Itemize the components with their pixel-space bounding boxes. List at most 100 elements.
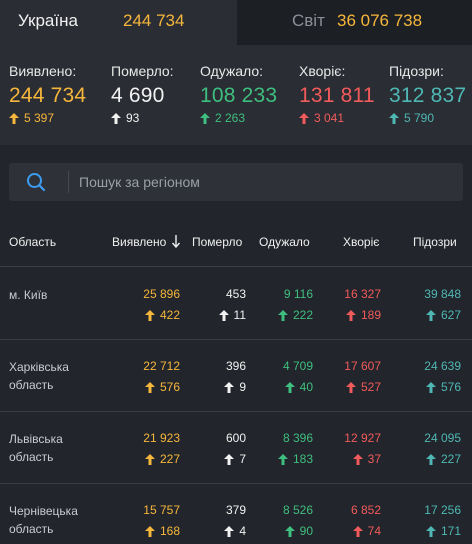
cell-detected-delta-value: 227 xyxy=(159,452,180,466)
arrow-up-icon xyxy=(299,112,309,124)
cell-recovered: 8 396 183 xyxy=(277,430,313,466)
summary-sick-value: 131 811 xyxy=(299,84,375,107)
cell-sick-delta-value: 527 xyxy=(360,380,381,394)
cell-detected-value: 21 923 xyxy=(143,431,180,445)
cell-died-delta: 9 xyxy=(224,380,246,394)
table-row[interactable]: Львівська область 21 923 227 600 7 8 396 183 12… xyxy=(0,412,472,484)
header-detected[interactable]: Виявлено xyxy=(112,235,180,251)
cell-detected-delta: 227 xyxy=(143,452,180,466)
search-icon[interactable] xyxy=(26,172,46,192)
arrow-up-icon xyxy=(224,525,235,537)
cell-died-delta-value: 9 xyxy=(239,380,246,394)
summary-detected-label: Виявлено: xyxy=(9,63,77,79)
cell-suspected-value: 24 095 xyxy=(424,431,461,445)
cell-sick-value: 12 927 xyxy=(344,431,381,445)
arrow-up-icon xyxy=(352,453,363,465)
header-died[interactable]: Померло xyxy=(192,235,243,249)
sort-down-arrow-icon xyxy=(171,235,180,251)
cell-died-value: 396 xyxy=(225,359,246,373)
cell-recovered: 9 116 222 xyxy=(277,286,313,322)
cell-detected-delta-value: 576 xyxy=(159,380,180,394)
region-name: Чернівецька область xyxy=(9,504,78,536)
cell-sick-delta-value: 189 xyxy=(360,308,381,322)
cell-detected-delta-value: 422 xyxy=(159,308,180,322)
cell-detected: 25 896 422 xyxy=(143,286,180,322)
cell-sick-delta: 74 xyxy=(351,524,381,538)
tab-ukraine[interactable]: Україна 244 734 xyxy=(0,0,237,45)
header-recovered[interactable]: Одужало xyxy=(259,235,310,249)
arrow-up-icon xyxy=(224,381,235,393)
summary-suspected-delta-value: 5 790 xyxy=(404,111,435,125)
summary-sick: Хворіє: 131 811 3 041 xyxy=(299,63,375,125)
cell-died: 600 7 xyxy=(224,430,246,466)
tab-world-label: Світ xyxy=(292,11,325,30)
arrow-up-icon xyxy=(345,309,356,321)
cell-detected: 22 712 576 xyxy=(143,358,180,394)
cell-recovered-value: 8 526 xyxy=(282,503,313,517)
arrow-up-icon xyxy=(144,381,155,393)
cell-sick-delta-value: 74 xyxy=(367,524,381,538)
cell-suspected-delta: 627 xyxy=(424,308,461,322)
cell-died-value: 600 xyxy=(225,431,246,445)
summary-recovered-value: 108 233 xyxy=(200,84,278,107)
cell-sick: 16 327 189 xyxy=(344,286,381,322)
summary-recovered-delta: 2 263 xyxy=(200,111,277,125)
summary-recovered-delta-value: 2 263 xyxy=(215,111,246,125)
cell-died-delta-value: 11 xyxy=(233,308,246,322)
arrow-up-icon xyxy=(218,309,229,321)
summary-died-delta: 93 xyxy=(111,111,174,125)
summary-recovered-label: Одужало: xyxy=(200,63,264,79)
table-row[interactable]: Чернівецька область 15 757 168 379 4 8 526 90 6… xyxy=(0,484,472,544)
tab-world[interactable]: Світ 36 076 738 xyxy=(237,0,472,45)
header-divider xyxy=(0,266,472,267)
cell-sick-value: 17 607 xyxy=(344,359,381,373)
cell-sick: 17 607 527 xyxy=(344,358,381,394)
cell-sick-delta-value: 37 xyxy=(367,452,381,466)
cell-suspected: 39 848 627 xyxy=(424,286,461,322)
arrow-up-icon xyxy=(425,381,436,393)
arrow-up-icon xyxy=(144,309,155,321)
region-name: Харківська область xyxy=(9,360,69,392)
region-search xyxy=(9,163,463,201)
summary-sick-label: Хворіє: xyxy=(299,63,346,79)
table-row[interactable]: м. Київ 25 896 422 453 11 9 116 222 16 327 189 39… xyxy=(0,268,472,340)
cell-died: 453 11 xyxy=(218,286,246,322)
cell-recovered-delta-value: 90 xyxy=(299,524,313,538)
search-input[interactable] xyxy=(79,163,449,201)
summary-died-label: Померло: xyxy=(111,63,174,79)
cell-suspected-delta: 171 xyxy=(424,524,461,538)
table-row[interactable]: Харківська область 22 712 576 396 9 4 709 40 17… xyxy=(0,340,472,412)
arrow-up-icon xyxy=(144,525,155,537)
cell-sick: 6 852 74 xyxy=(351,502,381,538)
arrow-up-icon xyxy=(352,525,363,537)
cell-detected-value: 25 896 xyxy=(143,287,180,301)
cell-suspected-delta-value: 627 xyxy=(440,308,461,322)
summary-recovered: Одужало: 108 233 2 263 xyxy=(200,63,277,125)
arrow-up-icon xyxy=(345,381,356,393)
summary-panel: Виявлено: 244 734 5 397 Померло: 4 690 9… xyxy=(0,45,472,145)
header-sick[interactable]: Хворіє xyxy=(343,235,380,249)
country-tabs: Україна 244 734 Світ 36 076 738 xyxy=(0,0,472,45)
header-suspected[interactable]: Підозри xyxy=(413,235,457,249)
cell-died-value: 379 xyxy=(225,503,246,517)
cell-died: 379 4 xyxy=(224,502,246,538)
cell-sick-delta: 189 xyxy=(344,308,381,322)
arrow-up-icon xyxy=(224,453,235,465)
arrow-up-icon xyxy=(425,525,436,537)
search-divider xyxy=(68,171,69,193)
cell-detected-delta-value: 168 xyxy=(159,524,180,538)
cell-recovered-value: 9 116 xyxy=(283,287,313,301)
summary-detected-delta: 5 397 xyxy=(9,111,86,125)
cell-recovered: 4 709 40 xyxy=(283,358,313,394)
cell-detected-value: 22 712 xyxy=(143,359,180,373)
header-region[interactable]: Область xyxy=(9,235,57,249)
arrow-up-icon xyxy=(425,453,436,465)
summary-detected: Виявлено: 244 734 5 397 xyxy=(9,63,86,125)
cell-died-delta: 4 xyxy=(224,524,246,538)
summary-suspected-label: Підозри: xyxy=(389,63,444,79)
region-name: м. Київ xyxy=(9,288,48,302)
arrow-up-icon xyxy=(284,381,295,393)
cell-sick-delta: 37 xyxy=(344,452,381,466)
cell-suspected-value: 39 848 xyxy=(424,287,461,301)
summary-suspected: Підозри: 312 837 5 790 xyxy=(389,63,466,125)
